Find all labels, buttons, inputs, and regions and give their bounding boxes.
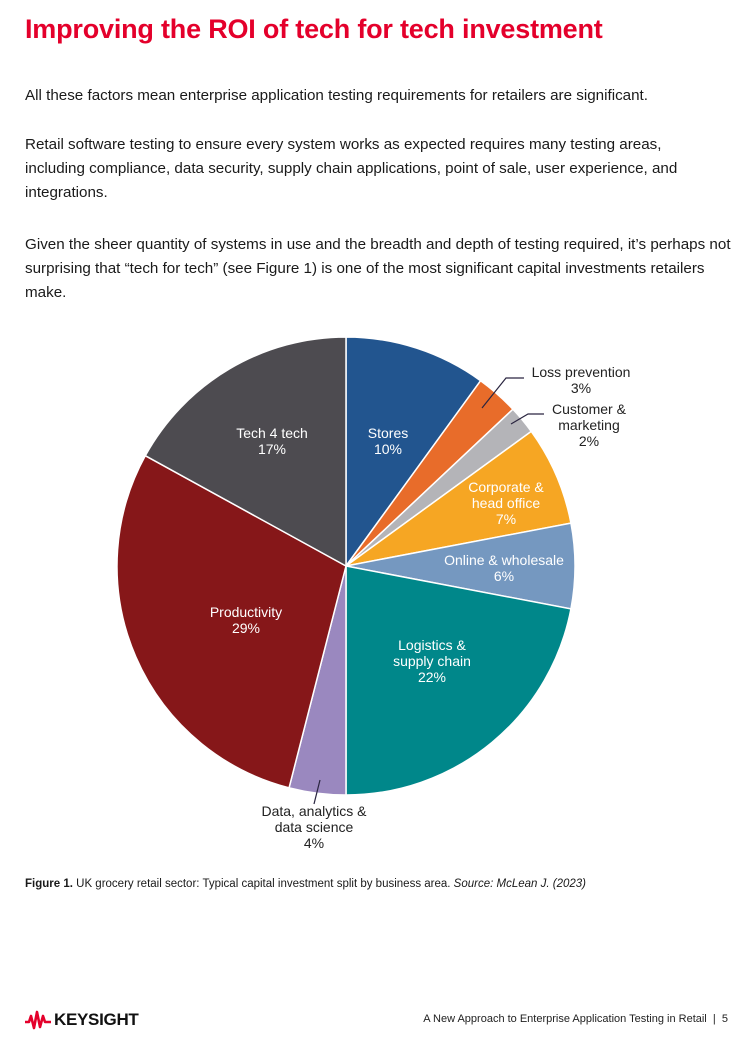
paragraph-1: All these factors mean enterprise applic… [25,87,648,104]
pie-chart: Stores 10% Loss prevention 3% Customer & mark… [116,336,631,851]
slice-label: Loss prevention 3% [532,364,631,396]
paragraph-2: Retail software testing to ensure every … [25,136,678,201]
footer-doc-title: A New Approach to Enterprise Application… [423,1013,707,1025]
caption-source: Source: McLean J. (2023) [453,878,586,890]
caption-text: UK grocery retail sector: Typical capita… [72,878,454,890]
logo-text: KEYSIGHT [54,1010,139,1029]
pie-slice [116,454,347,789]
paragraph-3: Given the sheer quantity of systems in u… [25,236,731,301]
waveform-logo-icon [25,1010,51,1030]
slice-label: Corporate & head office 7% [468,479,544,527]
slice-label: Tech 4 tech 17% [236,425,308,457]
page-footer: A New Approach to Enterprise Application… [423,1013,728,1025]
slice-label: Productivity 29% [210,604,282,636]
leader-line [481,377,524,409]
page-title: Improving the ROI of tech for tech inves… [25,14,603,44]
slice-label: Logistics & supply chain 22% [393,637,471,685]
leader-line [510,413,544,425]
slice-label: Online & wholesale 6% [444,552,564,584]
pie-slice [345,336,482,569]
keysight-logo: KEYSIGHT [25,1010,139,1030]
pie-slice [345,565,572,796]
leader-line [313,779,321,805]
slice-label: Customer & marketing 2% [552,401,627,449]
figure-caption: Figure 1. UK grocery retail sector: Typi… [25,878,586,890]
footer-separator: | [712,1013,716,1025]
caption-figure-label: Figure 1. [25,878,73,890]
slice-label: Stores 10% [368,425,408,457]
page-number: 5 [721,1013,728,1025]
slice-label: Data, analytics & data science 4% [261,803,367,851]
pie-slice [144,336,347,568]
